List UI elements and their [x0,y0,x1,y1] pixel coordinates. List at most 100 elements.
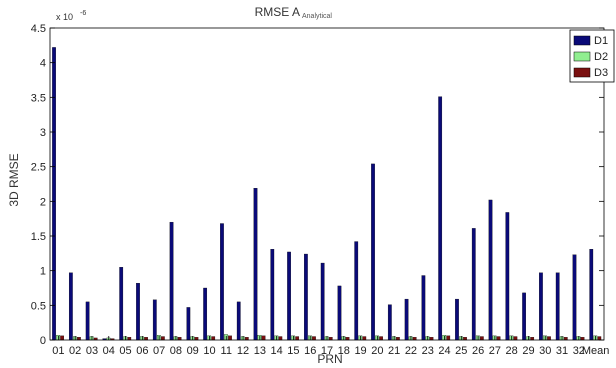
bar-d1-29 [522,292,526,341]
bar-d1-02 [68,272,73,341]
y-ticks-group: 0 0.5 1 1.5 2 2.5 3 3.5 4 4.5 [31,23,604,347]
bar-d3-32 [580,337,585,341]
bar-d1-10 [203,287,208,341]
bar-d3-18 [345,337,350,341]
chart-title-subscript: Analytical [302,13,332,20]
bar-d3-09 [194,337,199,341]
x-axis-label: PRN [317,352,342,366]
y-tick-label: 1.5 [31,231,46,243]
bar-d1-13 [253,188,258,341]
x-tick-label: 25 [455,345,467,357]
x-tick-label: 07 [153,345,165,357]
bar-d3-14 [278,336,283,341]
bar-d3-28 [513,336,518,341]
y-axis-label: 3D RMSE [7,153,21,206]
bar-d1-17 [320,262,325,341]
bar-d3-15 [295,336,300,341]
x-tick-label: 11 [221,345,232,357]
x-tick-label: 26 [472,345,484,357]
bar-d3-29 [530,337,535,341]
x-tick-label: 21 [388,345,400,357]
x-tick-label: 02 [69,345,81,357]
x-tick-label: 15 [287,345,299,357]
bar-d3-12 [244,337,249,341]
x-tick-label: 32 [573,345,585,357]
x-tick-label: 24 [438,345,450,357]
bar-d1-08 [169,221,174,341]
bar-d1-09 [186,307,191,341]
y-tick-label: 2 [40,196,46,208]
bar-d3-26 [479,336,484,341]
legend-swatch-d3 [573,67,591,78]
legend-label-d3: D3 [594,67,608,79]
bar-d1-22 [404,298,409,341]
legend-label-d1: D1 [594,35,608,47]
x-tick-label: 14 [271,345,283,357]
bar-d1-11 [220,223,224,341]
x-tick-label: Mean [582,345,610,357]
x-tick-label: 09 [187,345,199,357]
plot-area [50,28,604,340]
bar-d3-31 [563,337,568,341]
bar-d3-21 [396,337,400,341]
legend-label-d2: D2 [594,51,608,63]
x-tick-label: 18 [338,345,350,357]
bar-d1-23 [421,275,426,341]
bar-d1-26 [471,228,476,341]
y-tick-label: 1 [40,266,46,278]
legend-swatch-d1 [573,35,591,46]
bar-d3-19 [362,336,367,341]
bar-d3-27 [496,336,501,341]
bar-d3-mean [597,336,602,341]
bar-d1-20 [371,163,375,341]
y-tick-label: 3 [40,127,46,139]
bar-d1-01 [52,47,56,341]
plot-frame-fill [50,28,604,340]
bar-d3-10 [211,336,216,341]
chart-title: RMSE A [255,5,300,19]
x-ticks-group: 01 02 03 04 05 06 07 08 09 10 11 12 13 14 15 16 17 18 19 20… [52,336,609,357]
bar-d3-17 [328,337,333,341]
x-tick-label: 22 [405,345,417,357]
y-tick-label: 3.5 [31,92,46,104]
bar-d1-25 [455,298,459,341]
x-tick-label: 03 [86,345,98,357]
bar-d3-11 [228,335,232,341]
x-tick-label: 01 [52,345,64,357]
bar-d1-24 [438,96,443,341]
bar-d1-14 [270,249,275,341]
bar-d1-05 [119,267,124,341]
bar-d1-12 [236,301,241,341]
bar-d1-21 [387,304,392,341]
bar-d1-19 [354,241,359,341]
x-tick-label: 08 [170,345,182,357]
y-tick-label: 0 [40,335,46,347]
x-tick-label: 04 [103,345,115,357]
bar-d3-07 [160,336,165,341]
bar-d3-23 [429,337,434,341]
bar-d3-16 [312,336,316,341]
y-tick-label: 0.5 [31,300,46,312]
x-tick-label: 10 [203,345,215,357]
bar-d1-18 [337,285,342,341]
bar-d1-07 [152,299,157,341]
bar-d1-30 [539,272,543,341]
bar-d3-22 [412,337,417,341]
y-tick-label: 2.5 [31,162,46,174]
bar-d1-03 [85,301,90,341]
bar-d3-02 [77,337,81,341]
x-tick-label: 31 [556,345,568,357]
bar-d1-31 [555,272,560,341]
bar-d1-27 [488,199,493,341]
y-axis-exponent: x 10 [56,12,73,22]
bar-d1-28 [505,212,510,341]
x-tick-label: 12 [237,345,249,357]
bar-d1-16 [304,253,308,341]
x-tick-label: 06 [136,345,148,357]
x-tick-label: 30 [539,345,551,357]
x-tick-label: 20 [371,345,383,357]
legend-swatch-d2 [573,51,591,62]
y-tick-label: 4 [40,58,46,70]
x-tick-label: 29 [522,345,534,357]
